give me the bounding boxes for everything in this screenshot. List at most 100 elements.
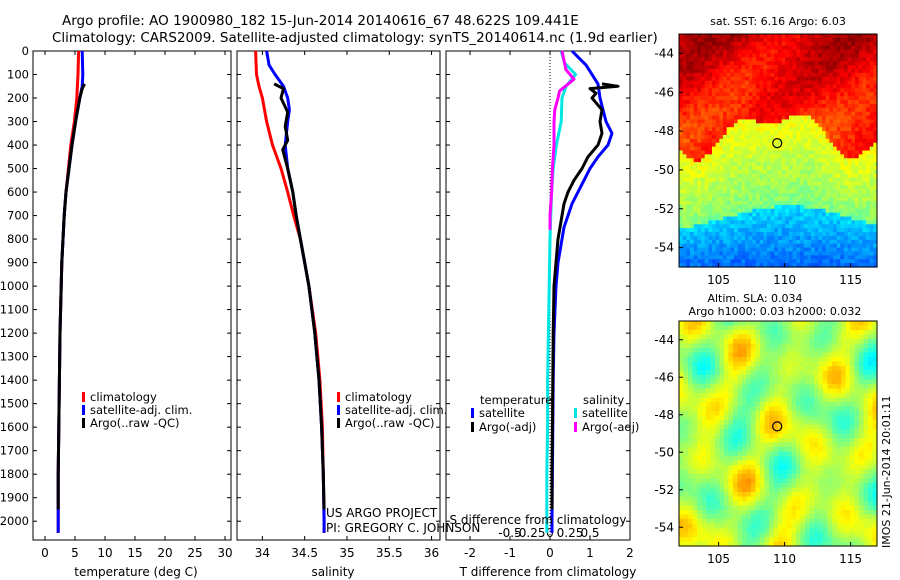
map-cell [741, 88, 746, 93]
map-cell [807, 232, 812, 237]
map-cell [759, 65, 764, 70]
map-cell [796, 100, 801, 105]
map-cell [730, 243, 735, 249]
map-cell [715, 158, 720, 163]
map-cell [686, 41, 691, 47]
map-cell [728, 465, 734, 471]
map-cell [774, 212, 779, 218]
map-cell [728, 397, 734, 403]
map-cell [778, 384, 784, 390]
map-cell [679, 352, 685, 358]
map-cell [728, 330, 734, 336]
map-cell [741, 115, 746, 121]
map-cell [719, 162, 724, 167]
map-cell [767, 131, 772, 136]
map-cell [764, 321, 770, 327]
map-cell [836, 370, 842, 376]
map-cell [737, 388, 743, 394]
map-cell [833, 259, 838, 264]
map-cell [872, 375, 878, 381]
map-cell [851, 216, 856, 221]
map-cell [701, 384, 707, 390]
map-cell [805, 415, 811, 421]
map-cell [734, 251, 739, 256]
map-cell [726, 259, 731, 264]
map-cell [710, 429, 716, 435]
map-cell [778, 325, 784, 331]
map-cell [719, 185, 724, 190]
map-cell [710, 330, 716, 336]
map-cell [807, 131, 812, 136]
map-cell [814, 438, 820, 444]
map-cell [679, 259, 684, 264]
map-cell [746, 388, 752, 394]
map-cell [818, 204, 823, 210]
map-cell [741, 224, 746, 229]
map-cell [814, 68, 819, 74]
map-cell [686, 37, 691, 43]
map-cell [792, 204, 797, 210]
map-cell [796, 131, 801, 136]
s-difference-xlabel: S difference from climatology [450, 513, 627, 527]
map-cell [706, 384, 712, 390]
map-cell [679, 200, 684, 206]
map-cell [858, 96, 863, 101]
map-cell [841, 348, 847, 354]
map-cell [873, 100, 878, 105]
map-cell [756, 251, 761, 256]
map-cell [836, 415, 842, 421]
map-cell [787, 406, 793, 412]
map-cell [726, 235, 731, 241]
map-cell [760, 402, 766, 408]
map-cell [712, 45, 717, 51]
map-cell [726, 92, 731, 97]
map-cell [851, 166, 856, 171]
map-cell [781, 123, 786, 128]
map-cell [683, 465, 689, 471]
map-cell [769, 361, 775, 367]
map-cell [690, 103, 695, 109]
map-cell [825, 255, 830, 260]
map-cell [850, 330, 856, 336]
map-cell [730, 169, 735, 175]
map-cell [869, 68, 874, 74]
map-cell [792, 41, 797, 47]
map-cell [858, 45, 863, 51]
map-cell [748, 200, 753, 206]
map-cell [858, 220, 863, 225]
map-cell [730, 45, 735, 51]
map-cell [858, 138, 863, 144]
map-cell [770, 169, 775, 175]
map-cell [818, 169, 823, 175]
map-cell [760, 429, 766, 435]
map-cell [868, 415, 874, 421]
map-cell [854, 442, 860, 448]
y-tick-label: 1400 [0, 373, 29, 387]
map-cell [697, 239, 702, 245]
map-cell [683, 393, 689, 399]
map-cell [868, 429, 874, 435]
map-cell [734, 100, 739, 105]
map-cell [825, 189, 830, 194]
map-cell [748, 177, 753, 183]
map-cell [811, 208, 816, 214]
map-cell [868, 447, 874, 453]
map-cell [796, 325, 802, 331]
map-cell [755, 321, 761, 327]
map-cell [825, 162, 830, 167]
map-cell [803, 131, 808, 136]
map-cell [706, 321, 712, 327]
map-cell [760, 460, 766, 466]
map-cell [841, 433, 847, 439]
map-cell [785, 224, 790, 229]
map-cell [789, 189, 794, 194]
map-cell [719, 61, 724, 66]
map-cell [855, 220, 860, 225]
map-cell [785, 235, 790, 241]
map-cell [683, 352, 689, 358]
map-cell [851, 80, 856, 86]
map-cell [730, 259, 735, 264]
map-cell [683, 411, 689, 417]
map-cell [759, 88, 764, 93]
map-cell [769, 415, 775, 421]
